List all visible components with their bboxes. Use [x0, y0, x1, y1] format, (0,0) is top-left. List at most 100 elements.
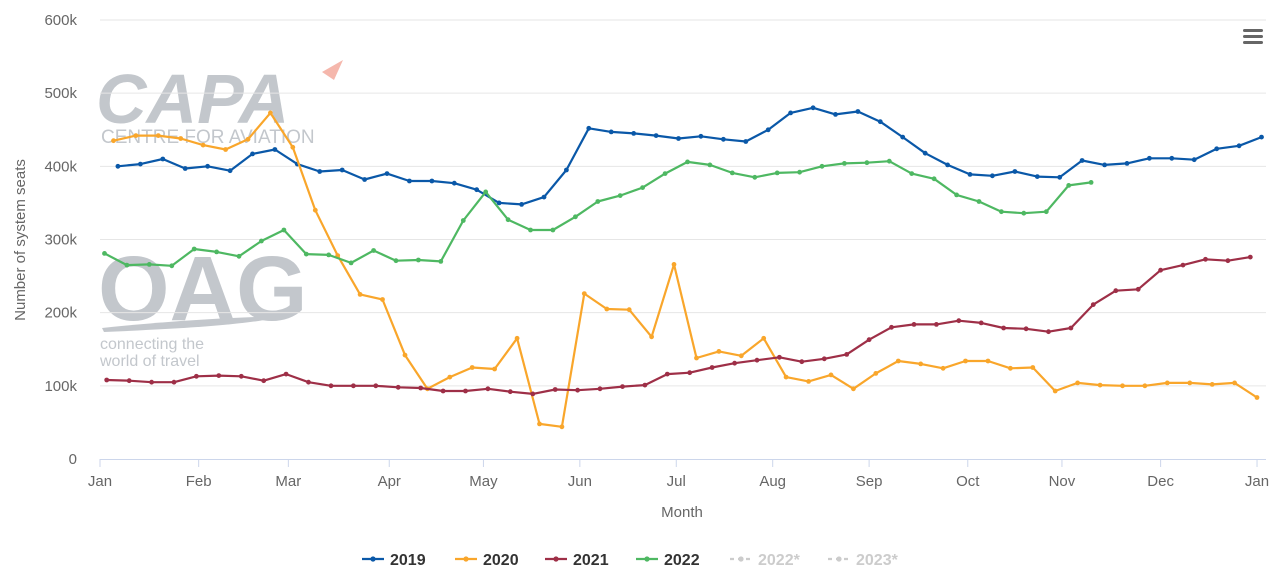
- data-point[interactable]: [1169, 155, 1175, 161]
- data-point[interactable]: [698, 133, 704, 139]
- data-point[interactable]: [586, 125, 592, 131]
- data-point[interactable]: [519, 202, 524, 207]
- data-point[interactable]: [528, 227, 533, 233]
- data-point[interactable]: [272, 147, 278, 152]
- data-point[interactable]: [821, 356, 827, 362]
- data-point[interactable]: [418, 385, 424, 391]
- data-point[interactable]: [1259, 134, 1264, 140]
- data-point[interactable]: [945, 162, 950, 168]
- data-point[interactable]: [133, 133, 139, 139]
- data-point[interactable]: [954, 192, 959, 198]
- data-point[interactable]: [564, 167, 569, 173]
- data-point[interactable]: [604, 306, 610, 312]
- data-point[interactable]: [146, 262, 152, 267]
- data-point[interactable]: [440, 388, 446, 394]
- data-point[interactable]: [326, 252, 332, 258]
- data-point[interactable]: [976, 199, 982, 204]
- data-point[interactable]: [1023, 326, 1029, 332]
- data-point[interactable]: [483, 189, 489, 195]
- data-point[interactable]: [1030, 365, 1036, 370]
- data-point[interactable]: [303, 251, 309, 257]
- data-point[interactable]: [460, 218, 466, 223]
- data-point[interactable]: [1147, 155, 1152, 161]
- data-point[interactable]: [1247, 254, 1253, 260]
- data-point[interactable]: [250, 151, 255, 157]
- data-point[interactable]: [855, 109, 861, 114]
- data-point[interactable]: [1254, 395, 1260, 400]
- data-point[interactable]: [909, 171, 915, 177]
- data-point[interactable]: [447, 374, 453, 380]
- data-point[interactable]: [911, 322, 917, 327]
- data-point[interactable]: [1088, 180, 1094, 185]
- data-point[interactable]: [761, 335, 767, 341]
- data-point[interactable]: [573, 214, 578, 220]
- data-point[interactable]: [306, 379, 311, 385]
- data-point[interactable]: [312, 207, 318, 213]
- data-point[interactable]: [104, 377, 110, 383]
- data-point[interactable]: [687, 370, 693, 376]
- data-point[interactable]: [1057, 174, 1063, 180]
- data-point[interactable]: [102, 251, 107, 256]
- data-point[interactable]: [956, 318, 962, 324]
- data-point[interactable]: [1090, 302, 1096, 307]
- data-point[interactable]: [111, 138, 116, 144]
- data-point[interactable]: [617, 193, 623, 199]
- legend-item-2022*[interactable]: 2022*: [730, 552, 801, 569]
- data-point[interactable]: [451, 180, 457, 186]
- data-point[interactable]: [1001, 325, 1006, 331]
- data-point[interactable]: [384, 171, 390, 177]
- data-point[interactable]: [1203, 256, 1208, 262]
- data-point[interactable]: [1187, 380, 1193, 386]
- data-point[interactable]: [469, 365, 475, 370]
- data-point[interactable]: [873, 371, 879, 376]
- data-point[interactable]: [214, 249, 220, 255]
- data-point[interactable]: [707, 162, 713, 168]
- data-point[interactable]: [626, 307, 632, 313]
- data-point[interactable]: [799, 359, 805, 365]
- data-point[interactable]: [227, 168, 233, 174]
- data-point[interactable]: [694, 355, 699, 361]
- data-point[interactable]: [268, 110, 273, 116]
- data-point[interactable]: [1043, 209, 1049, 215]
- data-point[interactable]: [922, 150, 928, 156]
- data-point[interactable]: [1142, 383, 1148, 389]
- data-point[interactable]: [191, 246, 197, 252]
- data-point[interactable]: [806, 379, 811, 384]
- data-point[interactable]: [223, 147, 229, 152]
- legend-item-2021[interactable]: 2021: [545, 552, 609, 569]
- data-point[interactable]: [754, 357, 760, 363]
- data-point[interactable]: [1120, 383, 1125, 389]
- data-point[interactable]: [1066, 183, 1072, 188]
- data-point[interactable]: [833, 112, 838, 117]
- data-point[interactable]: [783, 374, 789, 380]
- data-point[interactable]: [1135, 286, 1141, 292]
- data-point[interactable]: [774, 170, 780, 176]
- data-point[interactable]: [281, 227, 287, 233]
- legend-item-2019[interactable]: 2019: [362, 552, 426, 569]
- data-point[interactable]: [788, 110, 793, 116]
- legend-item-2022[interactable]: 2022: [636, 552, 700, 569]
- data-point[interactable]: [877, 119, 883, 125]
- data-point[interactable]: [900, 134, 906, 140]
- data-point[interactable]: [530, 391, 536, 397]
- data-point[interactable]: [889, 324, 894, 330]
- data-point[interactable]: [716, 349, 722, 354]
- data-point[interactable]: [1113, 288, 1119, 294]
- data-point[interactable]: [886, 158, 892, 164]
- data-point[interactable]: [676, 136, 681, 141]
- data-point[interactable]: [149, 379, 155, 385]
- data-point[interactable]: [721, 136, 726, 142]
- data-point[interactable]: [999, 209, 1004, 215]
- data-point[interactable]: [380, 297, 385, 302]
- data-point[interactable]: [828, 372, 834, 378]
- data-point[interactable]: [463, 388, 468, 394]
- data-point[interactable]: [671, 262, 677, 267]
- data-point[interactable]: [1164, 380, 1170, 386]
- data-point[interactable]: [1079, 158, 1085, 163]
- data-point[interactable]: [138, 161, 143, 167]
- data-point[interactable]: [1102, 162, 1107, 168]
- data-point[interactable]: [559, 424, 565, 430]
- data-point[interactable]: [895, 358, 901, 364]
- data-point[interactable]: [864, 160, 870, 166]
- data-point[interactable]: [541, 194, 547, 200]
